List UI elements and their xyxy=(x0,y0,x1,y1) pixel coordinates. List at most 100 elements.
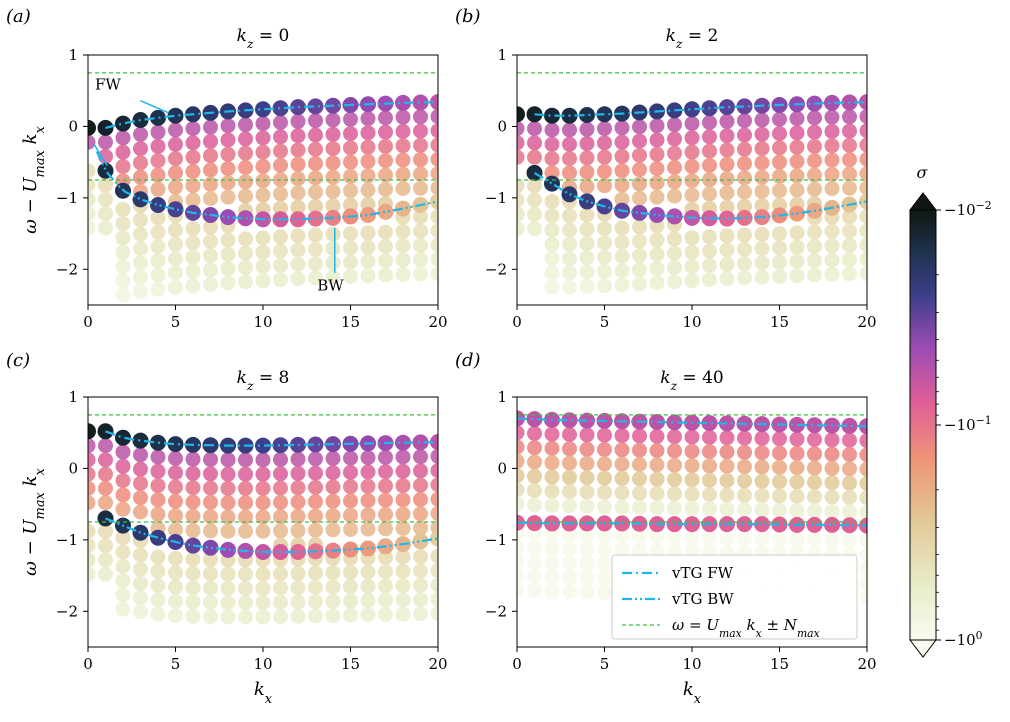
mode-point xyxy=(667,145,682,161)
mode-point xyxy=(754,445,770,461)
mode-point xyxy=(273,157,288,173)
mode-point xyxy=(98,220,113,236)
mode-point xyxy=(325,522,341,538)
mode-point xyxy=(98,538,113,554)
mode-point xyxy=(544,193,560,209)
mode-point xyxy=(789,488,805,504)
mode-point xyxy=(702,472,717,488)
x-tick-label: 20 xyxy=(428,313,447,331)
mode-point xyxy=(597,527,612,543)
mode-point xyxy=(579,427,595,443)
mode-point xyxy=(203,162,218,178)
mode-point xyxy=(255,595,271,611)
mode-point xyxy=(360,268,376,284)
panel-letter-a: (a) xyxy=(6,6,31,27)
mode-point xyxy=(649,528,665,544)
mode-point xyxy=(255,480,271,496)
mode-point xyxy=(562,236,577,252)
mode-point xyxy=(719,271,735,287)
mode-point xyxy=(98,148,113,164)
mode-point xyxy=(413,223,428,239)
mode-point xyxy=(168,265,183,281)
mode-point xyxy=(772,226,787,242)
mode-point xyxy=(544,483,560,499)
mode-point xyxy=(413,152,428,168)
mode-point xyxy=(115,573,131,589)
mode-point xyxy=(859,166,867,182)
mode-point xyxy=(807,181,822,197)
mode-point xyxy=(185,221,201,237)
fw-annotation: FW xyxy=(95,75,121,93)
mode-point xyxy=(737,156,752,172)
mode-point xyxy=(807,124,822,140)
mode-point xyxy=(702,529,717,545)
mode-point xyxy=(807,460,822,476)
mode-point xyxy=(544,265,560,281)
colorbar-tick-label: −10−1 xyxy=(944,414,992,435)
mode-point xyxy=(395,123,411,139)
mode-point xyxy=(203,148,218,164)
fw-mode-point xyxy=(824,94,840,111)
mode-point xyxy=(702,186,717,202)
mode-point xyxy=(684,173,700,189)
mode-point xyxy=(754,488,770,504)
mode-point xyxy=(378,138,393,154)
fw-mode-point xyxy=(272,100,289,117)
mode-point xyxy=(859,137,867,153)
mode-point xyxy=(614,442,630,458)
bw-mode-point xyxy=(666,208,683,225)
mode-point xyxy=(290,565,306,581)
mode-point xyxy=(562,279,577,295)
mode-point xyxy=(413,492,428,507)
mode-point xyxy=(527,192,542,208)
mode-point xyxy=(667,231,682,247)
mode-point xyxy=(150,492,166,508)
mode-point xyxy=(789,253,805,269)
mode-point xyxy=(562,455,577,471)
mode-point xyxy=(325,169,341,185)
bw-mode-point xyxy=(526,515,543,532)
mode-point xyxy=(168,279,183,295)
mode-point xyxy=(754,473,770,489)
mode-point xyxy=(579,178,595,194)
legend-label: vTG FW xyxy=(671,564,734,582)
mode-point xyxy=(185,565,201,581)
mode-point xyxy=(133,447,148,463)
mode-point xyxy=(150,181,166,197)
fw-mode-point xyxy=(132,432,149,449)
mode-point xyxy=(579,207,595,223)
mode-point xyxy=(88,538,96,554)
fw-mode-point xyxy=(841,417,858,434)
mode-point xyxy=(649,232,665,248)
plot-area xyxy=(517,72,867,295)
mode-point xyxy=(220,261,236,277)
mode-point xyxy=(684,458,700,474)
mode-point xyxy=(702,429,717,445)
mode-point xyxy=(807,153,822,169)
mode-point xyxy=(413,180,428,196)
mode-point xyxy=(789,182,805,198)
mode-point xyxy=(185,494,201,510)
fw-arrow-2 xyxy=(93,143,108,167)
mode-point xyxy=(562,441,577,457)
vtg-bw-curve xyxy=(517,521,867,527)
mode-point xyxy=(255,580,271,596)
mode-point xyxy=(597,456,612,472)
mode-point xyxy=(220,566,236,582)
mode-point xyxy=(378,238,393,254)
mode-point xyxy=(527,135,542,151)
mode-point xyxy=(842,532,857,548)
mode-point xyxy=(517,135,525,151)
mode-point xyxy=(719,501,735,517)
mode-point xyxy=(150,124,166,140)
mode-point xyxy=(238,174,253,190)
mode-point xyxy=(649,457,665,473)
mode-point xyxy=(649,428,665,444)
mode-point xyxy=(737,256,752,272)
mode-point xyxy=(579,455,595,471)
mode-point xyxy=(824,181,840,197)
mode-point xyxy=(702,257,717,273)
mode-point xyxy=(737,502,752,517)
fw-mode-point xyxy=(430,94,438,111)
mode-point xyxy=(185,594,201,610)
